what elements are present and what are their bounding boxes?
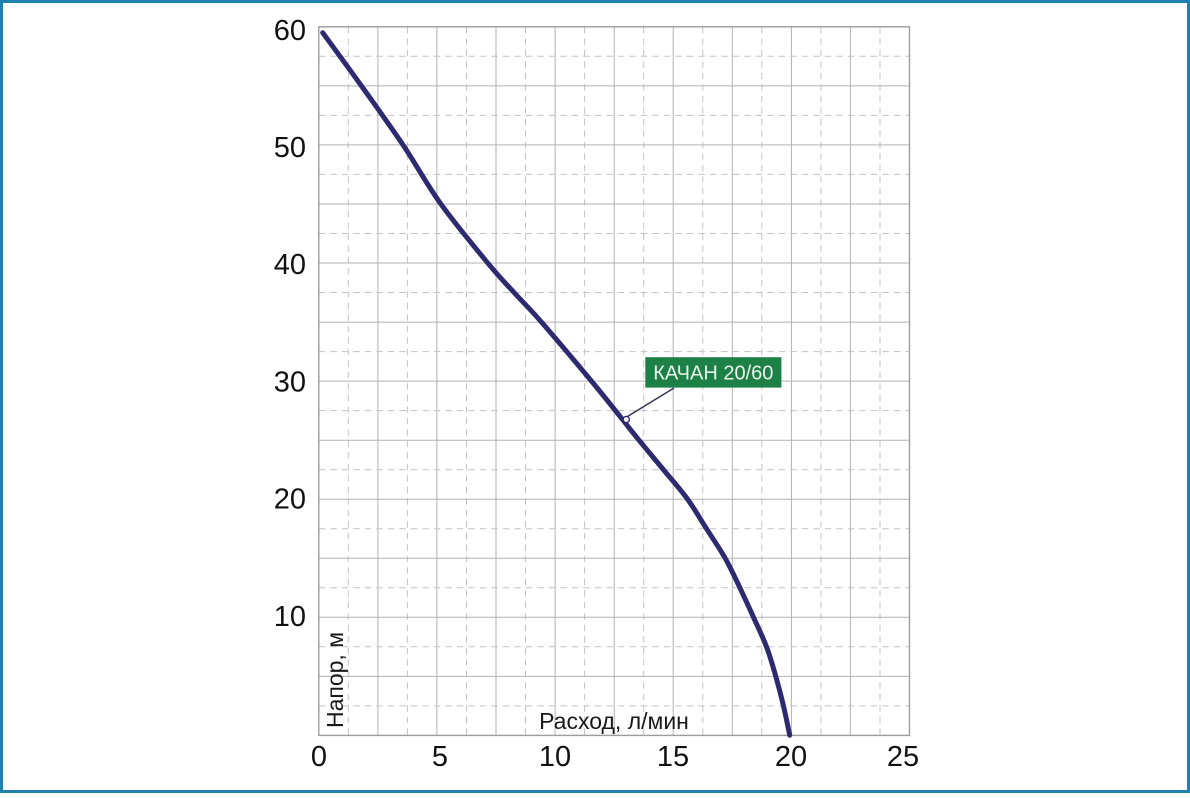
- svg-text:Расход, л/мин: Расход, л/мин: [539, 708, 689, 734]
- svg-text:10: 10: [274, 601, 306, 633]
- svg-text:10: 10: [539, 741, 571, 773]
- svg-text:5: 5: [432, 741, 448, 773]
- svg-text:Напор, м: Напор, м: [322, 632, 348, 728]
- svg-text:КАЧАН 20/60: КАЧАН 20/60: [653, 363, 773, 385]
- svg-text:30: 30: [274, 366, 306, 398]
- svg-text:20: 20: [775, 741, 807, 773]
- svg-text:0: 0: [311, 741, 327, 773]
- svg-text:20: 20: [274, 484, 306, 516]
- svg-text:50: 50: [274, 132, 306, 164]
- svg-text:25: 25: [887, 741, 919, 773]
- svg-text:60: 60: [274, 15, 306, 47]
- svg-text:15: 15: [657, 741, 689, 773]
- svg-text:40: 40: [274, 249, 306, 281]
